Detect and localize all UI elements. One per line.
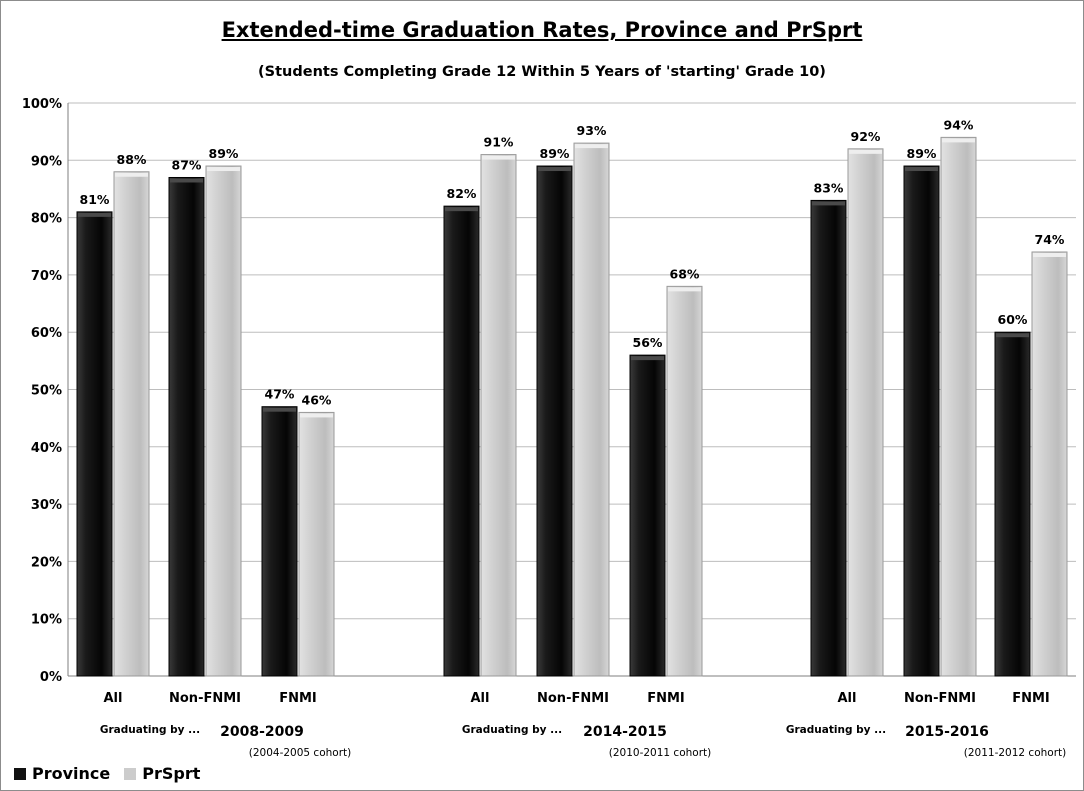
legend-label-prsprt: PrSprt — [142, 764, 201, 783]
x-tick-label: Non-FNMI — [537, 691, 609, 706]
x-tick-label: All — [838, 691, 857, 706]
bar-prsprt — [940, 136, 977, 677]
data-label: 68% — [670, 266, 700, 281]
bar-prsprt — [205, 165, 242, 677]
data-label: 87% — [172, 157, 202, 172]
legend: Province PrSprt — [14, 764, 214, 783]
y-tick-label: 90% — [31, 154, 62, 169]
y-axis: 0% 10% 20% 30% 40% 50% 60% 70% 80% 90% 100% — [22, 97, 1076, 685]
bar-province — [168, 176, 205, 677]
bar-top-bevel — [1033, 252, 1066, 257]
data-label: 91% — [484, 135, 514, 150]
bar-top-bevel — [812, 201, 845, 206]
chart-subtitle: (Students Completing Grade 12 Within 5 Y… — [258, 64, 826, 80]
bar-province — [903, 165, 940, 677]
legend-label-province: Province — [32, 764, 111, 783]
data-label: 81% — [80, 192, 110, 207]
legend-item-prsprt: PrSprt — [124, 764, 200, 783]
bar-province — [810, 199, 847, 677]
bar-top-bevel — [207, 167, 240, 172]
group-year-label: 2015-2016 — [905, 724, 989, 740]
bar-prsprt — [298, 411, 335, 677]
bar-prsprt — [573, 142, 610, 677]
bar-province — [443, 205, 480, 677]
data-label: 88% — [117, 152, 147, 167]
bar-province — [261, 406, 298, 677]
bar-top-bevel — [942, 138, 975, 143]
data-label: 89% — [907, 146, 937, 161]
data-label: 47% — [265, 387, 295, 402]
data-label: 93% — [577, 123, 607, 138]
bar-top-bevel — [445, 207, 478, 212]
bar-top-bevel — [575, 144, 608, 149]
bars — [76, 136, 1068, 677]
data-label: 89% — [540, 146, 570, 161]
bar-prsprt — [480, 154, 517, 677]
y-tick-label: 0% — [40, 670, 62, 685]
group-cohort-label: (2010-2011 cohort) — [609, 747, 711, 759]
bar-top-bevel — [115, 172, 148, 177]
bar-prsprt — [1031, 251, 1068, 677]
group-prefix-label: Graduating by ... — [462, 724, 562, 736]
bar-top-bevel — [300, 413, 333, 418]
y-tick-label: 50% — [31, 384, 62, 399]
bar-top-bevel — [78, 212, 111, 217]
legend-swatch-province — [14, 767, 26, 780]
group-prefix-label: Graduating by ... — [100, 724, 200, 736]
data-label: 60% — [998, 312, 1028, 327]
bar-top-bevel — [538, 167, 571, 172]
bar-top-bevel — [668, 287, 701, 292]
x-tick-label: All — [104, 691, 123, 706]
group-cohort-label: (2004-2005 cohort) — [249, 747, 351, 759]
group-year-label: 2014-2015 — [583, 724, 667, 740]
y-tick-label: 60% — [31, 326, 62, 341]
data-label: 92% — [851, 129, 881, 144]
x-axis: All Non-FNMI FNMI Graduating by ... 2008-200… — [100, 691, 1066, 759]
x-tick-label: FNMI — [279, 691, 317, 706]
legend-swatch-prsprt — [124, 767, 137, 780]
bar-top-bevel — [996, 333, 1029, 338]
chart-title: Extended-time Graduation Rates, Province… — [221, 18, 863, 42]
legend-item-province: Province — [14, 764, 110, 783]
bar-province — [629, 354, 666, 677]
y-tick-label: 40% — [31, 441, 62, 456]
data-label: 94% — [944, 117, 974, 132]
bar-top-bevel — [631, 356, 664, 361]
x-tick-label: All — [471, 691, 490, 706]
bar-top-bevel — [263, 407, 296, 412]
bar-prsprt — [113, 171, 150, 677]
y-tick-label: 100% — [22, 97, 62, 112]
data-label: 56% — [633, 335, 663, 350]
data-label: 46% — [302, 392, 332, 407]
data-label: 82% — [447, 186, 477, 201]
y-tick-label: 80% — [31, 212, 62, 227]
x-tick-label: FNMI — [1012, 691, 1050, 706]
x-tick-label: Non-FNMI — [169, 691, 241, 706]
x-tick-label: Non-FNMI — [904, 691, 976, 706]
bar-top-bevel — [482, 155, 515, 160]
data-label: 83% — [814, 180, 844, 195]
group-year-label: 2008-2009 — [220, 724, 304, 740]
y-tick-label: 30% — [31, 498, 62, 513]
y-tick-label: 20% — [31, 555, 62, 570]
data-label: 74% — [1035, 232, 1065, 247]
x-tick-label: FNMI — [647, 691, 685, 706]
y-tick-label: 70% — [31, 269, 62, 284]
bar-prsprt — [847, 148, 884, 677]
bar-top-bevel — [905, 167, 938, 172]
bar-top-bevel — [170, 178, 203, 183]
bar-province — [76, 211, 113, 677]
bar-prsprt — [666, 285, 703, 677]
group-prefix-label: Graduating by ... — [786, 724, 886, 736]
data-label: 89% — [209, 146, 239, 161]
bar-province — [994, 331, 1031, 677]
y-tick-label: 10% — [31, 613, 62, 628]
group-cohort-label: (2011-2012 cohort) — [964, 747, 1066, 759]
bar-top-bevel — [849, 149, 882, 154]
data-labels: 81% 88% 87% 89% 47% 46% 82% 91% 89% 93% 56% 68% 83% 9… — [80, 117, 1065, 407]
bar-province — [536, 165, 573, 677]
